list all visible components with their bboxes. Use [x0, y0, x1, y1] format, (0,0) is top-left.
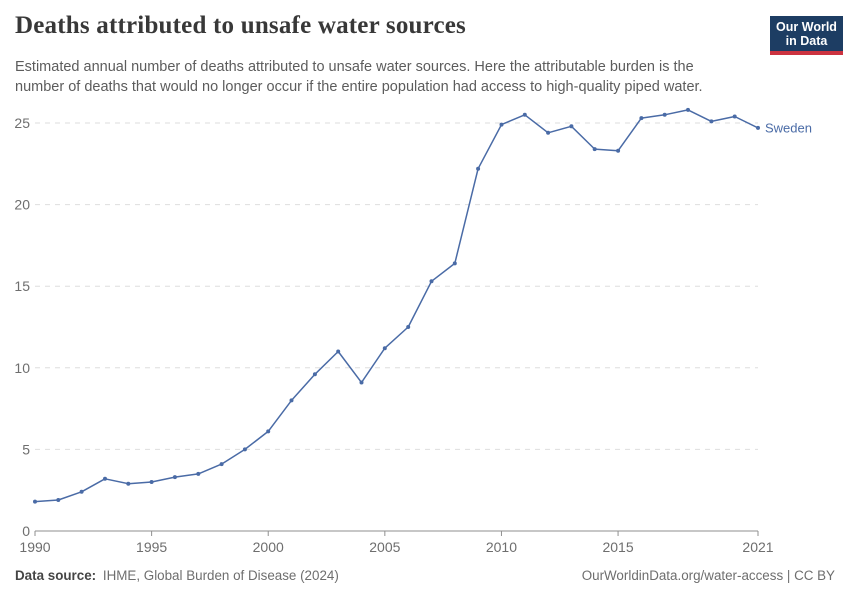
data-point: [266, 429, 271, 434]
x-axis-tick-label: 2000: [253, 539, 284, 555]
y-axis-tick-label: 20: [14, 197, 30, 213]
data-point: [382, 346, 387, 351]
x-axis-tick-label: 1995: [136, 539, 167, 555]
owid-logo-line2: in Data: [785, 34, 828, 48]
data-point: [149, 480, 154, 484]
data-point: [196, 471, 201, 476]
data-source-value: IHME, Global Burden of Disease (2024): [102, 568, 339, 583]
data-point: [732, 114, 737, 119]
y-axis-tick-label: 5: [22, 441, 30, 457]
data-point: [289, 398, 294, 403]
owid-logo[interactable]: Our World in Data: [770, 16, 843, 55]
x-axis-tick-label: 2010: [486, 539, 517, 555]
data-point: [639, 116, 644, 121]
data-point: [242, 447, 247, 452]
data-point: [522, 112, 527, 117]
data-point: [499, 122, 504, 127]
chart-title: Deaths attributed to unsafe water source…: [15, 12, 466, 39]
x-axis-tick-label: 2021: [742, 539, 773, 555]
data-point: [452, 261, 457, 266]
series-end-label[interactable]: Sweden: [765, 120, 812, 135]
data-source-label: Data source:: [15, 568, 97, 583]
data-point: [569, 124, 574, 129]
owid-logo-red-bar: [770, 51, 843, 55]
data-point: [616, 148, 621, 153]
data-point: [33, 499, 37, 504]
owid-logo-line1: Our World: [776, 20, 837, 34]
data-point: [429, 279, 434, 284]
chart-subtitle: Estimated annual number of deaths attrib…: [15, 59, 703, 95]
y-axis-tick-label: 10: [14, 360, 30, 376]
data-point: [56, 498, 61, 502]
y-axis-tick-label: 25: [14, 115, 30, 131]
data-point: [103, 476, 107, 481]
data-point: [686, 107, 690, 112]
y-axis-tick-label: 0: [22, 523, 30, 539]
data-point: [79, 489, 84, 494]
series-line: [34, 109, 759, 503]
data-point: [219, 462, 224, 467]
data-point: [662, 112, 667, 117]
data-point: [709, 119, 714, 124]
data-point: [756, 125, 760, 130]
data-point: [172, 475, 177, 480]
x-axis-tick-label: 1990: [19, 539, 50, 555]
chart-footer: Data source: IHME, Global Burden of Dise…: [15, 568, 835, 583]
data-point: [476, 166, 481, 171]
x-axis-tick-label: 2005: [369, 539, 400, 555]
data-point: [336, 349, 341, 354]
data-point: [359, 380, 364, 385]
data-point: [592, 147, 597, 152]
y-axis-tick-label: 15: [14, 278, 30, 294]
data-point: [406, 325, 411, 329]
data-point: [312, 372, 317, 377]
x-axis-tick-label: 2015: [602, 539, 633, 555]
credit-link[interactable]: OurWorldinData.org/water-access | CC BY: [581, 568, 835, 583]
data-point: [126, 481, 131, 486]
owid-logo-box: Our World in Data: [770, 16, 843, 51]
data-point: [546, 130, 551, 135]
data-source: Data source: IHME, Global Burden of Dise…: [15, 568, 339, 583]
